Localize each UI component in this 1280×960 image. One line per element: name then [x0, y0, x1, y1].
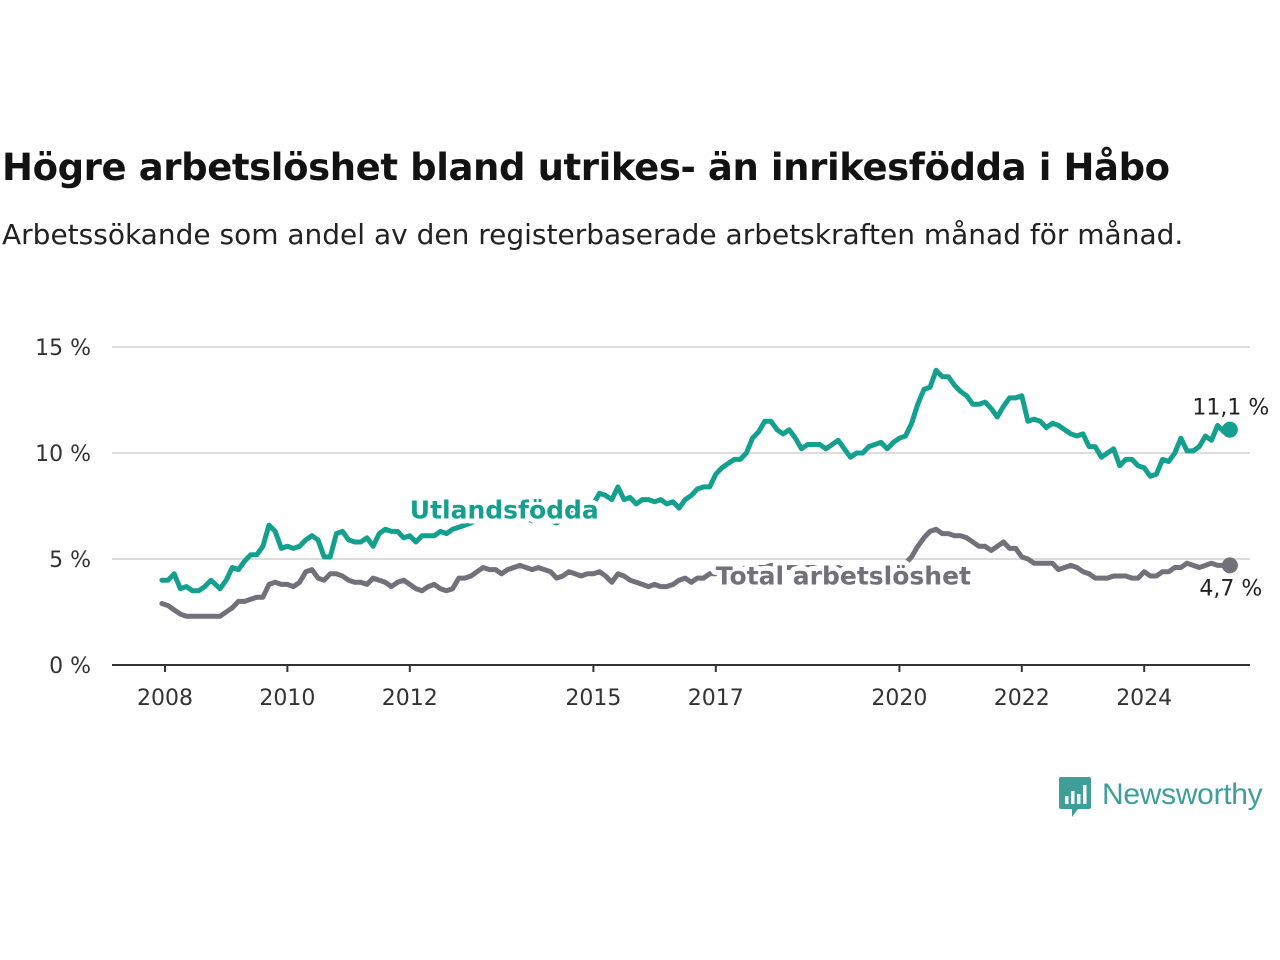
series-line-1 [159, 526, 1233, 619]
y-tick-label: 15 % [35, 336, 91, 361]
chart-title: Högre arbetslöshet bland utrikes- än inr… [2, 146, 1170, 189]
end-value-label: 11,1 % [1192, 396, 1269, 421]
y-tick-label: 10 % [35, 442, 91, 467]
x-tick-label: 2008 [137, 686, 193, 711]
series-name-label: Utlandsfödda [410, 496, 599, 525]
x-axis: 2008 2010 2012 2015 2017 2020 2022 2024 [112, 664, 1250, 711]
end-value-label: 4,7 % [1199, 576, 1262, 601]
x-tick-label: 2024 [1116, 686, 1172, 711]
brand-logo: Newsworthy [1058, 772, 1263, 818]
brand-name: Newsworthy [1102, 778, 1263, 811]
series-end-point-1 [1221, 557, 1238, 574]
series-lines [159, 367, 1238, 619]
x-tick-label: 2017 [688, 686, 744, 711]
y-tick-label: 5 % [49, 548, 91, 573]
x-tick-label: 2020 [871, 686, 927, 711]
y-tick-label: 0 % [49, 654, 91, 679]
series-line-0 [159, 367, 1233, 594]
x-tick-label: 2022 [994, 686, 1050, 711]
newsworthy-logo-icon [1058, 775, 1092, 817]
series-end-point-0 [1221, 421, 1238, 438]
chart-subtitle: Arbetssökande som andel av den registerb… [2, 218, 1184, 251]
series-label-halo: Utlandsfödda [410, 496, 599, 525]
x-tick-label: 2012 [382, 686, 438, 711]
series-name-label: Total arbetslöshet [716, 561, 971, 590]
y-axis: 0 % 5 % 10 % 15 % [35, 336, 91, 679]
series-label-halo: Total arbetslöshet [716, 561, 971, 590]
x-tick-label: 2015 [565, 686, 621, 711]
grid-lines [112, 346, 1250, 560]
x-tick-label: 2010 [259, 686, 315, 711]
